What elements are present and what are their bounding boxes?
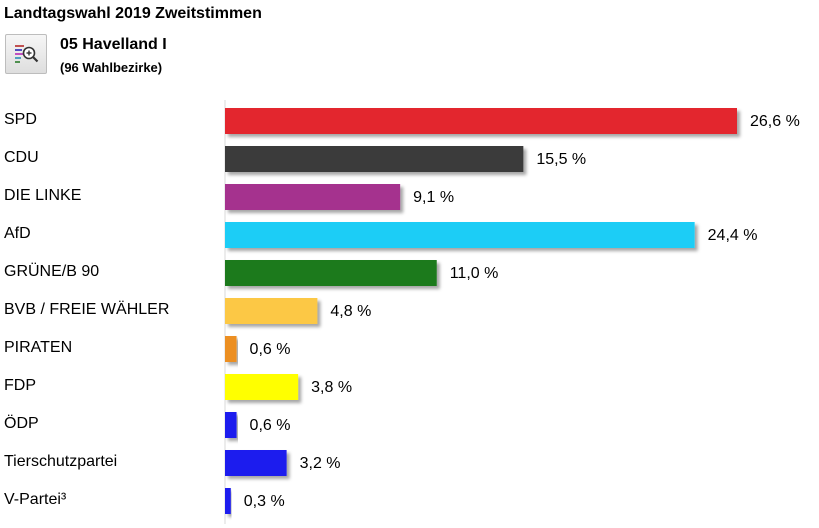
party-label: AfD <box>4 225 31 242</box>
value-label: 0,6 % <box>250 417 291 434</box>
value-label: 3,8 % <box>311 379 352 396</box>
party-label: GRÜNE/B 90 <box>4 262 99 280</box>
zoom-map-icon <box>15 45 39 63</box>
party-label: ÖDP <box>4 414 39 432</box>
bar[interactable] <box>225 488 231 514</box>
value-label: 24,4 % <box>708 227 758 244</box>
value-label: 11,0 % <box>450 265 499 282</box>
bar[interactable] <box>225 336 237 362</box>
bar[interactable] <box>225 412 237 438</box>
party-label: DIE LINKE <box>4 187 81 204</box>
value-label: 4,8 % <box>330 303 371 320</box>
party-label: BVB / FREIE WÄHLER <box>4 300 169 318</box>
district-subtitle: (96 Wahlbezirke) <box>60 60 163 75</box>
bar[interactable] <box>225 108 737 134</box>
chart-title: Landtagswahl 2019 Zweitstimmen <box>4 5 262 22</box>
district-name: 05 Havelland I <box>60 36 167 53</box>
value-label: 9,1 % <box>413 189 454 206</box>
value-label: 26,6 % <box>750 113 800 130</box>
bar[interactable] <box>225 260 437 286</box>
value-label: 0,3 % <box>244 493 285 510</box>
bar[interactable] <box>225 222 695 248</box>
party-label: PIRATEN <box>4 339 72 356</box>
bar[interactable] <box>225 450 287 476</box>
party-label: CDU <box>4 149 39 166</box>
bar[interactable] <box>225 184 401 210</box>
zoom-map-button[interactable] <box>5 34 47 74</box>
value-label: 3,2 % <box>300 455 341 472</box>
bar[interactable] <box>225 146 524 172</box>
value-label: 0,6 % <box>250 341 291 358</box>
bar[interactable] <box>225 298 318 324</box>
party-label: FDP <box>4 377 36 394</box>
party-label: Tierschutzpartei <box>4 453 117 470</box>
party-label: SPD <box>4 111 37 128</box>
value-label: 15,5 % <box>536 151 586 168</box>
party-label: V-Partei³ <box>4 491 67 508</box>
bar[interactable] <box>225 374 299 400</box>
